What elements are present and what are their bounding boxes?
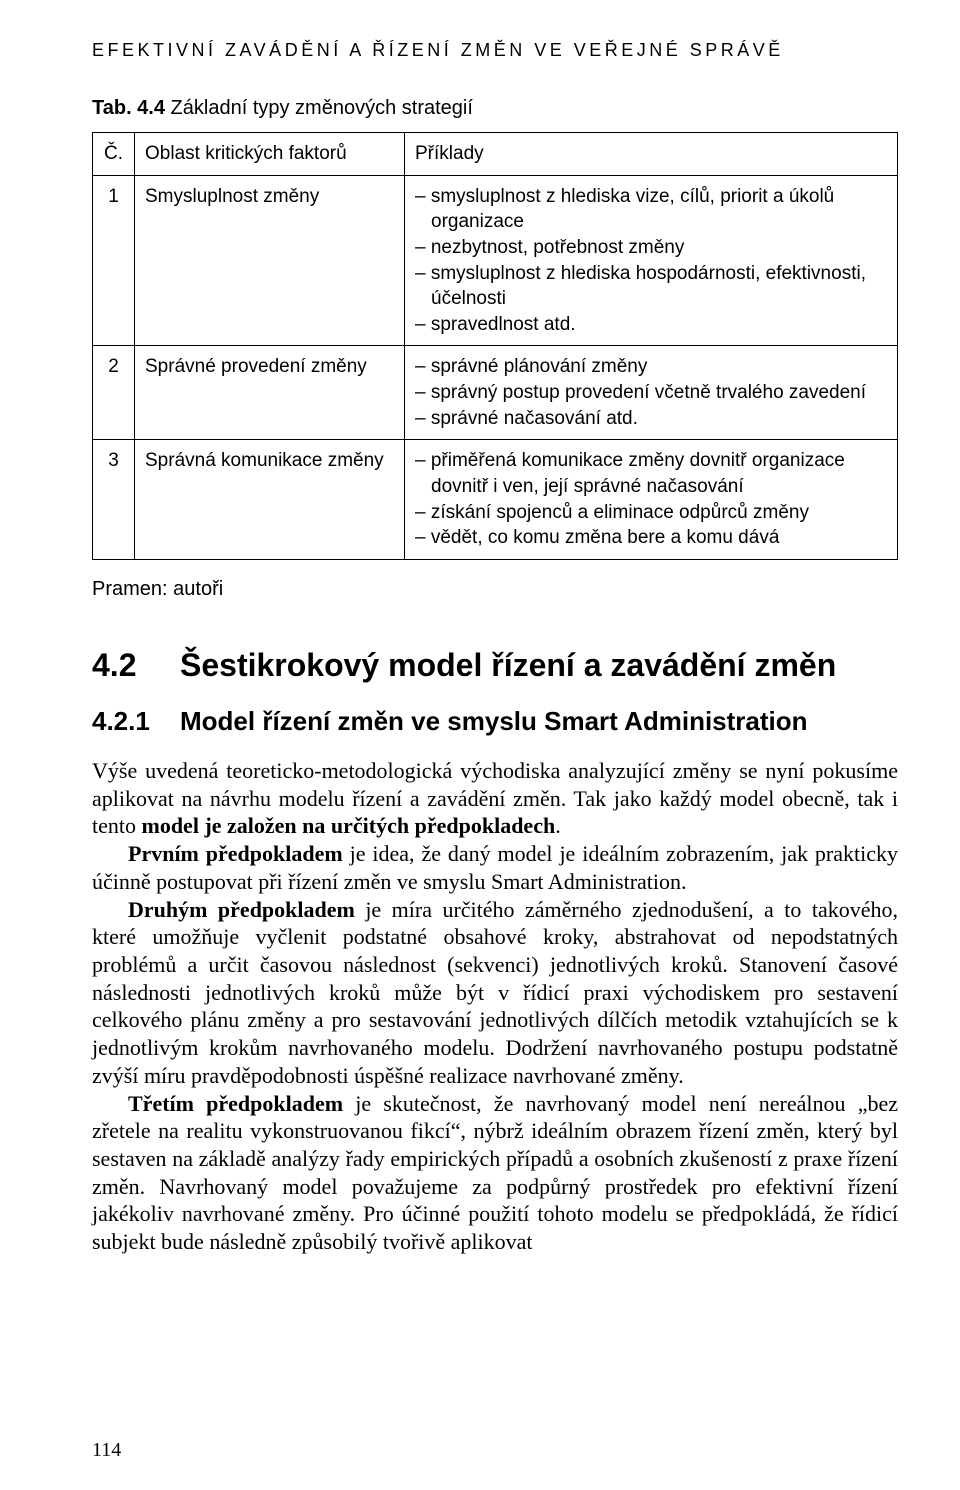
section-heading: 4.2Šestikrokový model řízení a zavádění … — [92, 647, 898, 684]
examples-list: správné plánování změny správný postup p… — [415, 354, 887, 431]
cell-examples: smysluplnost z hlediska vize, cílů, prio… — [405, 175, 898, 346]
page: EFEKTIVNÍ ZAVÁDĚNÍ A ŘÍZENÍ ZMĚN VE VEŘE… — [0, 0, 960, 1490]
bold-text: Druhým předpokladem — [128, 897, 355, 922]
cell-area: Správná komunikace změny — [135, 440, 405, 560]
th-number: Č. — [93, 133, 135, 176]
th-examples: Příklady — [405, 133, 898, 176]
subsection-heading: 4.2.1Model řízení změn ve smyslu Smart A… — [92, 706, 898, 737]
examples-list: smysluplnost z hlediska vize, cílů, prio… — [415, 184, 887, 338]
table-caption-text: Základní typy změnových strategií — [165, 97, 473, 119]
list-item: získání spojenců a eliminace odpůrců změ… — [415, 500, 887, 526]
running-head: EFEKTIVNÍ ZAVÁDĚNÍ A ŘÍZENÍ ZMĚN VE VEŘE… — [92, 40, 898, 61]
list-item: vědět, co komu změna bere a komu dává — [415, 525, 887, 551]
paragraph-3: Druhým předpokladem je míra určitého zám… — [92, 896, 898, 1090]
text: je míra určitého záměrného zjednodušení,… — [92, 897, 898, 1088]
table-row: 1 Smysluplnost změny smysluplnost z hled… — [93, 175, 898, 346]
cell-num: 2 — [93, 346, 135, 440]
subsection-title: Model řízení změn ve smyslu Smart Admini… — [180, 706, 808, 736]
table-head-row: Č. Oblast kritických faktorů Příklady — [93, 133, 898, 176]
cell-num: 1 — [93, 175, 135, 346]
table-caption: Tab. 4.4 Základní typy změnových strateg… — [92, 97, 898, 120]
list-item: spravedlnost atd. — [415, 312, 887, 338]
subsection-number: 4.2.1 — [92, 706, 180, 737]
list-item: správný postup provedení včetně trvalého… — [415, 380, 887, 406]
list-item: smysluplnost z hlediska vize, cílů, prio… — [415, 184, 887, 235]
list-item: přiměřená komunikace změny dovnitř organ… — [415, 448, 887, 499]
list-item: nezbytnost, potřebnost změny — [415, 235, 887, 261]
section-number: 4.2 — [92, 647, 180, 684]
paragraph-4: Třetím předpokladem je skutečnost, že na… — [92, 1090, 898, 1256]
list-item: správné plánování změny — [415, 354, 887, 380]
cell-area: Správné provedení změny — [135, 346, 405, 440]
table-row: 3 Správná komunikace změny přiměřená kom… — [93, 440, 898, 560]
cell-num: 3 — [93, 440, 135, 560]
examples-list: přiměřená komunikace změny dovnitř organ… — [415, 448, 887, 551]
list-item: smysluplnost z hlediska hospodárnosti, e… — [415, 261, 887, 312]
bold-text: Prvním předpokladem — [128, 841, 343, 866]
bold-text: model je založen na určitých předpoklade… — [142, 813, 556, 838]
paragraph-1: Výše uvedená teoreticko-metodologická vý… — [92, 757, 898, 840]
cell-area: Smysluplnost změny — [135, 175, 405, 346]
bold-text: Třetím předpokladem — [128, 1091, 343, 1116]
table-row: 2 Správné provedení změny správné plánov… — [93, 346, 898, 440]
paragraph-2: Prvním předpokladem je idea, že daný mod… — [92, 840, 898, 895]
table-source: Pramen: autoři — [92, 578, 898, 601]
page-number: 114 — [92, 1439, 121, 1462]
cell-examples: přiměřená komunikace změny dovnitř organ… — [405, 440, 898, 560]
table-caption-label: Tab. 4.4 — [92, 97, 165, 119]
list-item: správné načasování atd. — [415, 406, 887, 432]
strategies-table: Č. Oblast kritických faktorů Příklady 1 … — [92, 132, 898, 560]
text: . — [555, 813, 561, 838]
th-area: Oblast kritických faktorů — [135, 133, 405, 176]
cell-examples: správné plánování změny správný postup p… — [405, 346, 898, 440]
section-title: Šestikrokový model řízení a zavádění změ… — [180, 647, 836, 683]
